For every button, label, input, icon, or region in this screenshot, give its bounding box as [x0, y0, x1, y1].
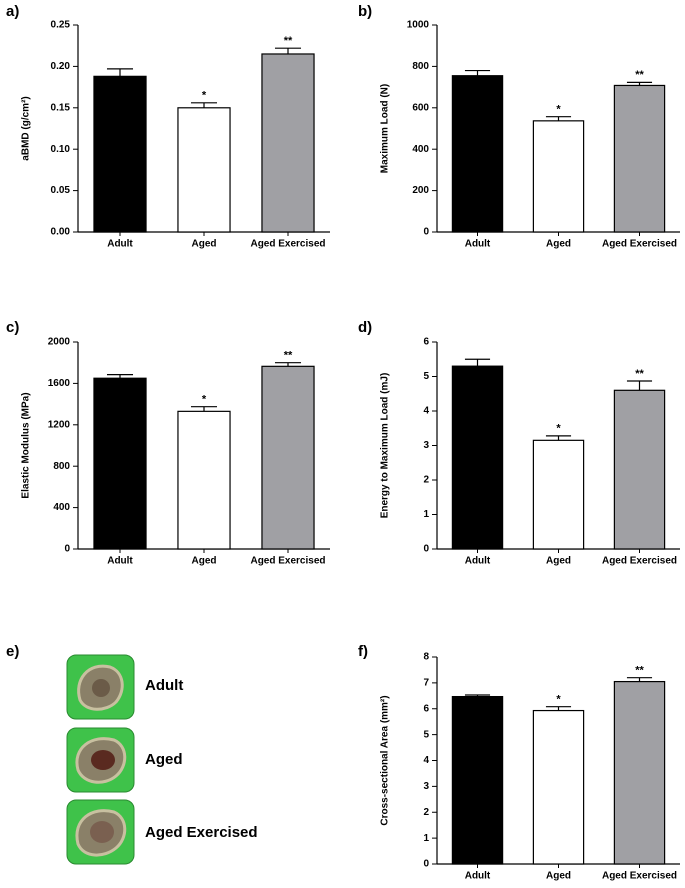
significance-label: ** [284, 350, 293, 362]
y-tick-label: 0.00 [51, 227, 71, 238]
y-tick-label: 600 [412, 102, 429, 113]
y-axis-label: Energy to Maximum Load (mJ) [380, 373, 391, 519]
x-tick-label: Aged Exercised [250, 556, 325, 567]
y-tick-label: 0 [423, 859, 429, 870]
x-tick-label: Aged Exercised [602, 239, 677, 250]
x-tick-label: Adult [107, 239, 133, 250]
y-axis-label: aBMD (g/cm²) [21, 96, 32, 160]
image-label: Aged Exercised [145, 824, 258, 841]
y-axis-label: Maximum Load (N) [380, 84, 391, 173]
y-tick-label: 1600 [48, 378, 71, 389]
bar [261, 53, 315, 233]
panel-label: c) [6, 319, 19, 336]
y-tick-label: 5 [423, 371, 429, 382]
x-tick-label: Aged [546, 556, 571, 567]
y-tick-label: 800 [53, 461, 70, 472]
bar [451, 75, 504, 233]
panel-label: e) [6, 643, 19, 660]
y-tick-label: 1 [423, 833, 429, 844]
significance-label: * [556, 423, 561, 435]
significance-label: * [202, 90, 207, 102]
significance-label: ** [284, 35, 293, 47]
bar [532, 439, 585, 550]
significance-label: ** [635, 69, 644, 81]
bar [613, 84, 666, 233]
y-tick-label: 5 [423, 729, 429, 740]
y-tick-label: 0.10 [51, 144, 71, 155]
marrow [90, 821, 114, 843]
significance-label: * [202, 394, 207, 406]
y-tick-label: 2 [423, 475, 429, 486]
bar [177, 107, 231, 233]
y-tick-label: 400 [412, 144, 429, 155]
y-tick-label: 0.05 [51, 185, 71, 196]
cross-section-images [66, 654, 135, 865]
x-tick-label: Aged [192, 556, 217, 567]
panel-label: f) [358, 643, 368, 660]
image-label: Aged [145, 751, 183, 768]
bar [532, 709, 585, 865]
x-tick-label: Adult [465, 239, 491, 250]
bar [93, 75, 147, 233]
marrow [91, 750, 115, 770]
marrow [92, 679, 110, 697]
y-tick-label: 6 [423, 337, 429, 348]
x-tick-label: Aged [546, 239, 571, 250]
y-tick-label: 7 [423, 678, 429, 689]
significance-label: ** [635, 368, 644, 380]
y-tick-label: 1200 [48, 419, 71, 430]
bar [451, 365, 504, 550]
y-tick-label: 0 [423, 227, 429, 238]
panel-label: a) [6, 3, 19, 20]
y-tick-label: 2000 [48, 337, 71, 348]
x-tick-label: Adult [465, 556, 491, 567]
bar [613, 389, 666, 550]
x-tick-label: Adult [465, 871, 491, 882]
significance-label: * [556, 694, 561, 706]
bar [93, 377, 147, 550]
y-axis-label: Elastic Modulus (MPa) [21, 392, 32, 498]
y-tick-label: 0.20 [51, 61, 71, 72]
y-tick-label: 0.15 [51, 102, 71, 113]
y-axis-label: Cross-sectional Area (mm²) [380, 695, 391, 825]
x-tick-label: Adult [107, 556, 133, 567]
y-tick-label: 8 [423, 652, 429, 663]
y-tick-label: 6 [423, 703, 429, 714]
y-tick-label: 800 [412, 61, 429, 72]
y-tick-label: 4 [423, 406, 429, 417]
y-tick-label: 1 [423, 509, 429, 520]
y-tick-label: 2 [423, 807, 429, 818]
y-tick-label: 1000 [407, 20, 430, 31]
bar [613, 680, 666, 865]
y-tick-label: 400 [53, 502, 70, 513]
panel-label: d) [358, 319, 372, 336]
x-tick-label: Aged [192, 239, 217, 250]
y-tick-label: 0.25 [51, 20, 71, 31]
y-tick-label: 0 [423, 544, 429, 555]
y-tick-label: 4 [423, 755, 429, 766]
bar [451, 695, 504, 865]
y-tick-label: 3 [423, 781, 429, 792]
y-tick-label: 3 [423, 440, 429, 451]
y-tick-label: 0 [64, 544, 70, 555]
x-tick-label: Aged Exercised [602, 556, 677, 567]
y-tick-label: 200 [412, 185, 429, 196]
x-tick-label: Aged Exercised [602, 871, 677, 882]
bar [261, 365, 315, 550]
image-label: Adult [145, 677, 183, 694]
x-tick-label: Aged Exercised [250, 239, 325, 250]
panel-label: b) [358, 3, 372, 20]
x-tick-label: Aged [546, 871, 571, 882]
significance-label: ** [635, 665, 644, 677]
bar [532, 120, 585, 233]
significance-label: * [556, 104, 561, 116]
bar [177, 410, 231, 550]
